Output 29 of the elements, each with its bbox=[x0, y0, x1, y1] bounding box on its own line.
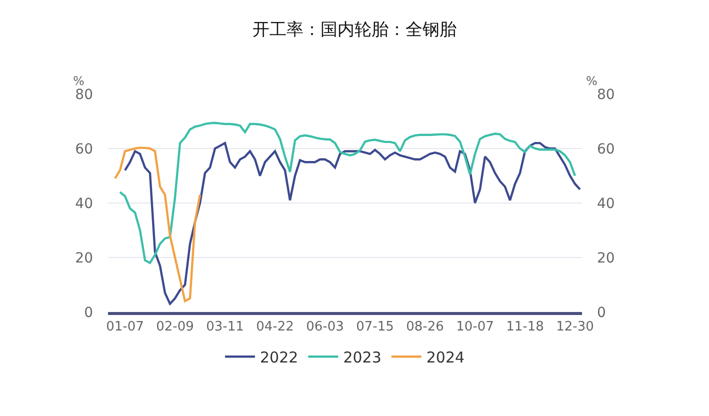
x-tick-label: 07-15 bbox=[356, 319, 394, 334]
legend-label: 2023 bbox=[343, 348, 382, 366]
line-series bbox=[118, 122, 576, 264]
y-tick-label: 40 bbox=[75, 196, 93, 212]
y2-tick-label: 60 bbox=[597, 141, 615, 158]
x-tick-label: 01-07 bbox=[106, 319, 144, 334]
y-tick-label: 80 bbox=[75, 86, 93, 103]
y-tick-label: 20 bbox=[75, 250, 93, 266]
x-tick-label: 03-11 bbox=[206, 319, 244, 334]
line-series bbox=[114, 146, 202, 302]
legend-label: 2024 bbox=[426, 348, 465, 366]
x-tick-label: 04-22 bbox=[256, 319, 294, 334]
y-axis-title: % bbox=[73, 74, 84, 88]
x-tick-label: 02-09 bbox=[156, 319, 194, 334]
y2-tick-label: 40 bbox=[597, 196, 615, 212]
x-tick-label: 10-07 bbox=[456, 319, 494, 334]
y-tick-label: 0 bbox=[84, 304, 93, 321]
x-tick-label: 11-18 bbox=[506, 319, 544, 334]
chart-title: 开工率：国内轮胎：全钢胎 bbox=[252, 20, 456, 40]
y2-tick-label: 20 bbox=[597, 250, 615, 266]
y2-tick-label: 80 bbox=[597, 86, 615, 103]
x-tick-label: 12-30 bbox=[556, 319, 594, 334]
y-tick-label: 60 bbox=[75, 141, 93, 158]
legend-label: 2022 bbox=[260, 348, 298, 366]
y2-axis-title: % bbox=[586, 74, 598, 88]
x-tick-label: 08-26 bbox=[406, 319, 444, 334]
y2-tick-label: 0 bbox=[597, 304, 606, 321]
line-series bbox=[124, 142, 582, 305]
x-tick-label: 06-03 bbox=[306, 319, 344, 334]
